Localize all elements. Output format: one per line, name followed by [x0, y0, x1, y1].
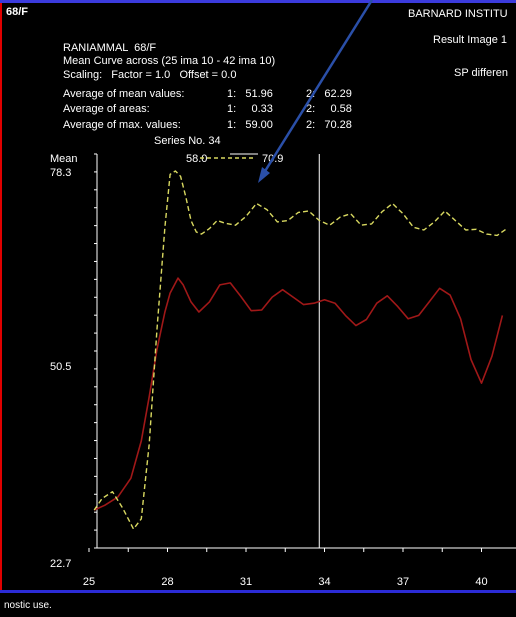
info-avg-mean-v1: 1: 51.96 [227, 88, 273, 100]
y-tick-label: 22.7 [50, 558, 71, 570]
y-tick-label: 50.5 [50, 361, 71, 373]
series-1-line [93, 277, 504, 511]
bottom-border-line [0, 590, 516, 593]
x-tick-label: 25 [83, 576, 95, 588]
header-result-image: Result Image 1 [433, 34, 507, 46]
chart-marks [93, 170, 509, 530]
annotation-arrow-head [258, 167, 270, 183]
info-avg-areas-v2: 2: 0.58 [306, 103, 352, 115]
annotation-overlay [258, 0, 374, 183]
chart-axes [88, 153, 516, 552]
footer-text: nostic use. [4, 600, 52, 611]
info-patient: RANIAMMAL 68/F [63, 42, 157, 54]
series-2-line [93, 170, 509, 530]
x-tick-label: 28 [161, 576, 173, 588]
x-tick-label: 40 [475, 576, 487, 588]
y-axis-label: Mean [50, 153, 78, 165]
info-scaling: Scaling: Factor = 1.0 Offset = 0.0 [63, 69, 237, 81]
info-avg-areas-label: Average of areas: [63, 103, 150, 115]
top-border-line [0, 0, 516, 3]
info-avg-max-v2: 2: 70.28 [306, 119, 352, 131]
header-sp-difference: SP differen [454, 67, 509, 79]
peak-label-1: 58.0 [186, 153, 207, 165]
info-avg-max-label: Average of max. values: [63, 119, 181, 131]
info-curve: Mean Curve across (25 ima 10 - 42 ima 10… [63, 55, 276, 67]
y-tick-label: 78.3 [50, 167, 71, 179]
x-tick-label: 31 [240, 576, 252, 588]
x-tick-label: 34 [318, 576, 330, 588]
header-patient-id: 68/F [6, 6, 29, 18]
info-avg-areas-v1: 1: 0.33 [227, 103, 273, 115]
footer: nostic use. [0, 593, 516, 617]
header-institution: BARNARD INSTITU [408, 8, 508, 20]
x-tick-label: 37 [397, 576, 409, 588]
info-avg-mean-v2: 2: 62.29 [306, 88, 352, 100]
series-label: Series No. 34 [154, 135, 221, 147]
info-avg-mean-label: Average of mean values: [63, 88, 185, 100]
annotation-arrow-shaft [260, 0, 374, 177]
info-avg-max-v1: 1: 59.00 [227, 119, 273, 131]
